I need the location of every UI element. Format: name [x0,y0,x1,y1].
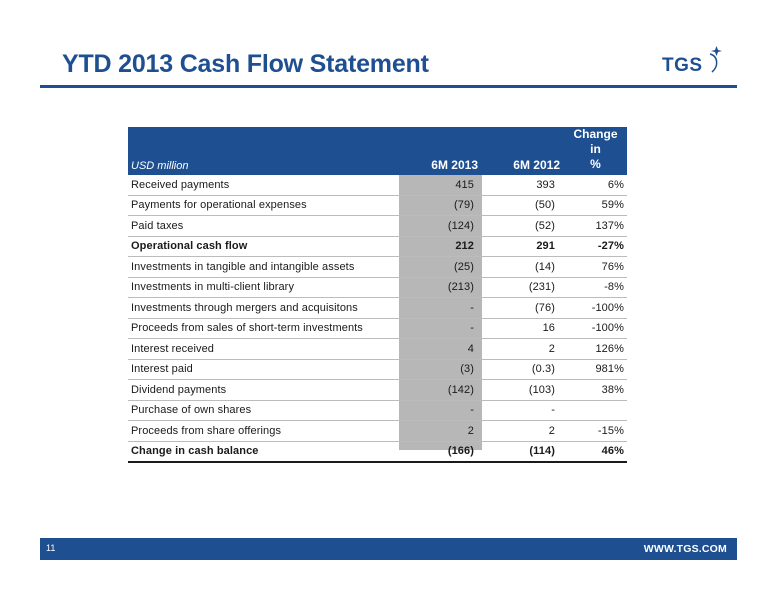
table-row: Investments in multi-client library (213)… [128,277,627,298]
value-change-pct: 6% [564,175,627,196]
row-label: Payments for operational expenses [128,195,399,216]
col-header-6m-2012: 6M 2012 [513,158,560,172]
footer-bar: 11 WWW.TGS.COM [40,538,737,560]
row-label: Investments in tangible and intangible a… [128,256,399,278]
table-row: Paid taxes (124) (52) 137% [128,215,627,237]
unit-label: USD million [131,160,189,172]
value-6m-2013: 212 [399,235,482,257]
col-header-change: Change in % [564,127,627,175]
table-row: Dividend payments (142) (103) 38% [128,379,627,401]
value-6m-2012: (114) [482,440,564,463]
value-change-pct: -8% [564,277,627,298]
value-change-pct [564,400,627,421]
row-label: Paid taxes [128,215,399,237]
row-label: Investments in multi-client library [128,277,399,298]
tgs-logo: TGS [658,42,728,82]
table-row: Payments for operational expenses (79) (50… [128,195,627,216]
website-link[interactable]: WWW.TGS.COM [643,543,727,555]
value-change-pct: 137% [564,215,627,237]
value-6m-2012: (76) [482,297,564,319]
value-6m-2013: (79) [399,195,482,216]
value-6m-2013: (3) [399,359,482,380]
table-row: Purchase of own shares - - [128,400,627,421]
value-6m-2012: 2 [482,420,564,442]
value-6m-2012: 2 [482,338,564,360]
row-label: Purchase of own shares [128,400,399,421]
value-change-pct: 981% [564,359,627,380]
row-label: Dividend payments [128,379,399,401]
col-header-change-line1: Change in [573,127,618,156]
value-6m-2012: (0.3) [482,359,564,380]
value-change-pct: -27% [564,235,627,257]
table-row: Interest paid (3) (0.3) 981% [128,359,627,380]
slide-title: YTD 2013 Cash Flow Statement [62,50,429,78]
row-label: Interest paid [128,359,399,380]
row-label: Change in cash balance [128,440,399,463]
cash-flow-table: USD million 6M 2013 6M 2012 Change in % … [128,127,627,463]
value-6m-2012: 291 [482,235,564,257]
value-change-pct: 76% [564,256,627,278]
value-change-pct: -15% [564,420,627,442]
value-6m-2012: 393 [482,175,564,196]
value-change-pct: 46% [564,440,627,463]
row-label: Proceeds from sales of short-term invest… [128,318,399,339]
value-6m-2012: 16 [482,318,564,339]
value-change-pct: 38% [564,379,627,401]
cash-flow-table-wrap: USD million 6M 2013 6M 2012 Change in % … [128,127,627,463]
table-row: Interest received 4 2 126% [128,338,627,360]
table-row: Received payments 415 393 6% [128,175,627,196]
value-6m-2013: 2 [399,420,482,442]
value-6m-2013: (213) [399,277,482,298]
value-6m-2013: 4 [399,338,482,360]
table-row: Investments in tangible and intangible a… [128,256,627,278]
value-6m-2012: (14) [482,256,564,278]
value-6m-2012: (231) [482,277,564,298]
value-6m-2013: - [399,400,482,421]
page-number: 11 [46,543,56,553]
col-header-change-line2: % [590,157,601,171]
row-label: Investments through mergers and acquisit… [128,297,399,319]
row-label: Interest received [128,338,399,360]
table-row: Change in cash balance (166) (114) 46% [128,440,627,463]
value-change-pct: -100% [564,297,627,319]
value-6m-2012: (103) [482,379,564,401]
title-rule [40,85,737,88]
value-6m-2012: - [482,400,564,421]
col-header-6m-2013: 6M 2013 [431,158,478,172]
logo-text: TGS [662,55,703,76]
value-6m-2013: - [399,318,482,339]
value-6m-2012: (52) [482,215,564,237]
value-6m-2012: (50) [482,195,564,216]
row-label: Received payments [128,175,399,196]
table-row: Proceeds from sales of short-term invest… [128,318,627,339]
value-6m-2013: (25) [399,256,482,278]
row-label: Proceeds from share offerings [128,420,399,442]
logo-swoosh-icon [709,46,722,73]
table-row: Investments through mergers and acquisit… [128,297,627,319]
value-6m-2013: (142) [399,379,482,401]
table-row: Operational cash flow 212 291 -27% [128,235,627,257]
value-change-pct: 126% [564,338,627,360]
table-row: Proceeds from share offerings 2 2 -15% [128,420,627,442]
value-change-pct: -100% [564,318,627,339]
value-6m-2013: - [399,297,482,319]
value-6m-2013: 415 [399,175,482,196]
value-change-pct: 59% [564,195,627,216]
value-6m-2013: (166) [399,440,482,463]
value-6m-2013: (124) [399,215,482,237]
row-label: Operational cash flow [128,235,399,257]
table-header-row: USD million 6M 2013 6M 2012 Change in % [128,127,627,175]
